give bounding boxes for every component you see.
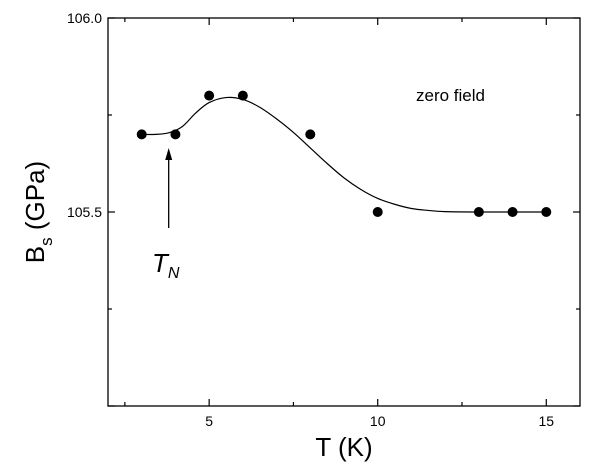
data-point — [473, 207, 484, 217]
tn-label-subscript: N — [168, 265, 180, 282]
y-axis-tick-labels: 106.0 105.5 — [67, 10, 102, 220]
data-point — [170, 129, 181, 140]
y-tick-label: 105.5 — [67, 204, 102, 220]
tn-label: TN — [152, 248, 180, 282]
y-axis-title-rest: (GPa) — [20, 161, 50, 238]
x-tick-label: 15 — [538, 413, 554, 429]
data-point — [372, 207, 383, 217]
y-axis-title-subscript: s — [37, 237, 56, 246]
y-tick-label: 106.0 — [67, 10, 102, 26]
y-axis-ticks — [108, 17, 580, 407]
zero-field-annotation: zero field — [416, 86, 485, 105]
tn-label-main: T — [152, 248, 170, 278]
x-tick-label: 5 — [205, 413, 213, 429]
tn-arrow-head — [165, 148, 173, 160]
y-axis-title-main: B — [20, 246, 50, 263]
data-points — [136, 90, 552, 217]
x-tick-label: 10 — [370, 413, 386, 429]
data-point — [136, 129, 147, 140]
fit-curve — [141, 96, 547, 213]
y-axis-title: Bs (GPa) — [20, 161, 56, 263]
data-point — [507, 207, 518, 217]
data-point — [305, 129, 316, 140]
data-point — [541, 207, 552, 217]
x-axis-tick-labels: 5 10 15 — [205, 413, 554, 429]
data-point — [237, 90, 248, 101]
x-axis-ticks — [124, 18, 547, 406]
x-axis-title: T (K) — [315, 432, 372, 462]
data-point — [204, 90, 215, 101]
